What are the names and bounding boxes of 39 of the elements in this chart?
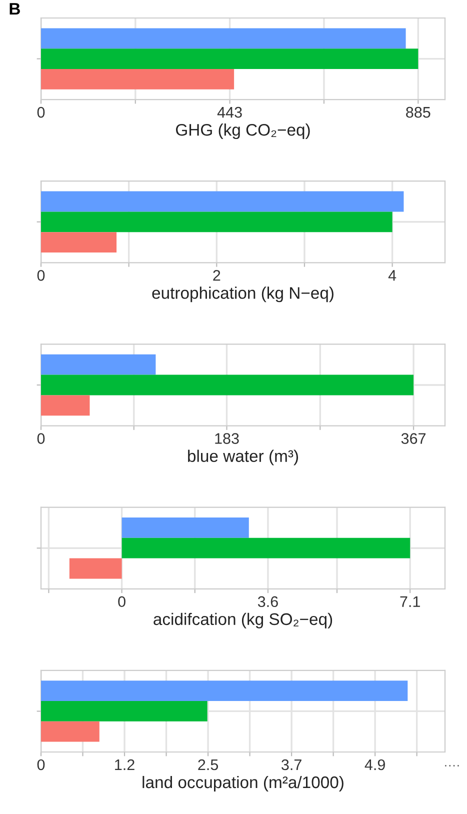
x-axis-title: land occupation (m²a/1000) (142, 776, 344, 792)
bar (41, 232, 117, 252)
bar (41, 68, 234, 90)
bar (41, 374, 414, 396)
x-tick-label: 0 (37, 106, 45, 118)
x-axis-title: acidifcation (kg SO₂−eq) (154, 612, 332, 628)
bar (41, 721, 100, 742)
bar (122, 538, 410, 558)
x-tick-label: 2 (213, 270, 220, 281)
bar (122, 518, 249, 538)
x-tick-label: 183 (215, 433, 239, 444)
bar (41, 191, 404, 212)
x-tick-label: 4 (388, 270, 396, 281)
chart-title: B (10, 3, 20, 15)
bar (41, 354, 156, 375)
text: ···· (445, 765, 459, 766)
bar (69, 558, 122, 579)
bar (41, 212, 392, 232)
x-axis-title: GHG (kg CO₂−eq) (176, 124, 310, 140)
x-tick-label: 885 (406, 106, 430, 118)
x-tick-label: 0 (37, 759, 45, 770)
x-tick-label: 4.9 (364, 759, 385, 770)
x-tick-label: 367 (401, 433, 426, 444)
bar (41, 48, 418, 69)
x-tick-label: 443 (217, 106, 242, 118)
x-tick-label: 7.1 (400, 596, 420, 607)
x-tick-label: 0 (37, 270, 45, 281)
bar (41, 395, 90, 416)
x-tick-label: 0 (37, 433, 45, 444)
x-tick-label: 3.7 (282, 759, 302, 770)
x-axis-title: blue water (m³) (188, 450, 298, 466)
bar (41, 680, 408, 702)
x-tick-label: 0 (118, 596, 126, 608)
x-tick-label: 2.5 (198, 759, 218, 770)
x-axis-title: eutrophication (kg N−eq) (152, 286, 334, 302)
x-tick-label: 1.2 (115, 759, 134, 770)
bar (41, 701, 208, 722)
x-tick-label: 3.6 (258, 596, 278, 608)
bar (41, 28, 406, 49)
